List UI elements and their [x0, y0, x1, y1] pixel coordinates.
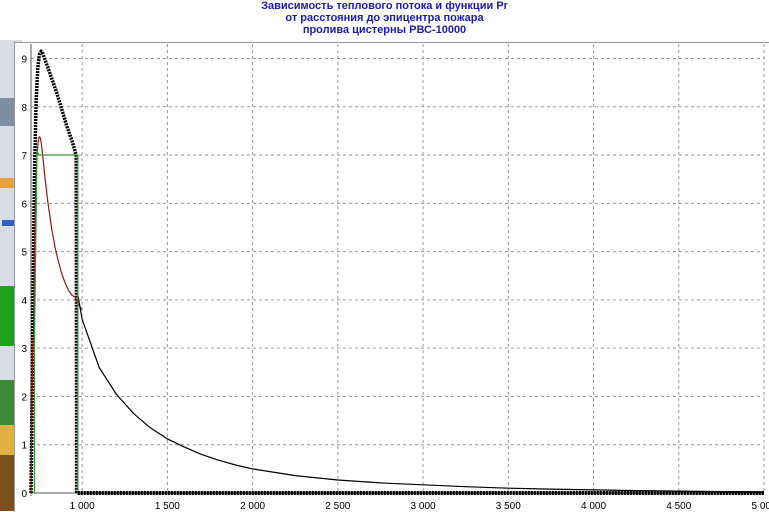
y-tick-label: 0	[21, 489, 27, 500]
chart-title-block: Зависимость теплового потока и функции P…	[0, 0, 769, 42]
series-line-3	[33, 149, 79, 493]
plot-area	[31, 44, 764, 493]
chart-subtitle-line-2: пролива цистерны РВС-10000	[302, 24, 467, 36]
y-tick-label: 2	[21, 392, 27, 403]
chart-title: Зависимость теплового потока и функции P…	[261, 0, 508, 12]
y-tick-label: 3	[21, 344, 27, 355]
x-tick-label: 2 000	[240, 501, 265, 511]
x-tick-label: 4 500	[666, 501, 691, 511]
chart-subtitle-line-1: от расстояния до эпицентра пожара	[285, 12, 484, 24]
y-tick-label: 8	[21, 103, 27, 114]
series-line-0	[29, 49, 764, 495]
x-tick-label: 5 000	[751, 501, 769, 511]
y-tick-label: 7	[21, 151, 27, 162]
x-tick-label: 1 500	[155, 501, 180, 511]
y-tick-label: 6	[21, 199, 27, 210]
y-tick-label: 5	[21, 248, 27, 259]
x-tick-label: 1 000	[70, 501, 95, 511]
y-tick-label: 1	[21, 441, 27, 452]
x-tick-label: 4 000	[581, 501, 606, 511]
series-line-1	[30, 136, 83, 494]
series-line-2	[77, 294, 765, 493]
y-tick-label: 9	[21, 54, 27, 65]
x-tick-label: 3 000	[411, 501, 436, 511]
x-tick-label: 2 500	[325, 501, 350, 511]
y-tick-label: 4	[21, 296, 27, 307]
x-tick-label: 3 500	[496, 501, 521, 511]
